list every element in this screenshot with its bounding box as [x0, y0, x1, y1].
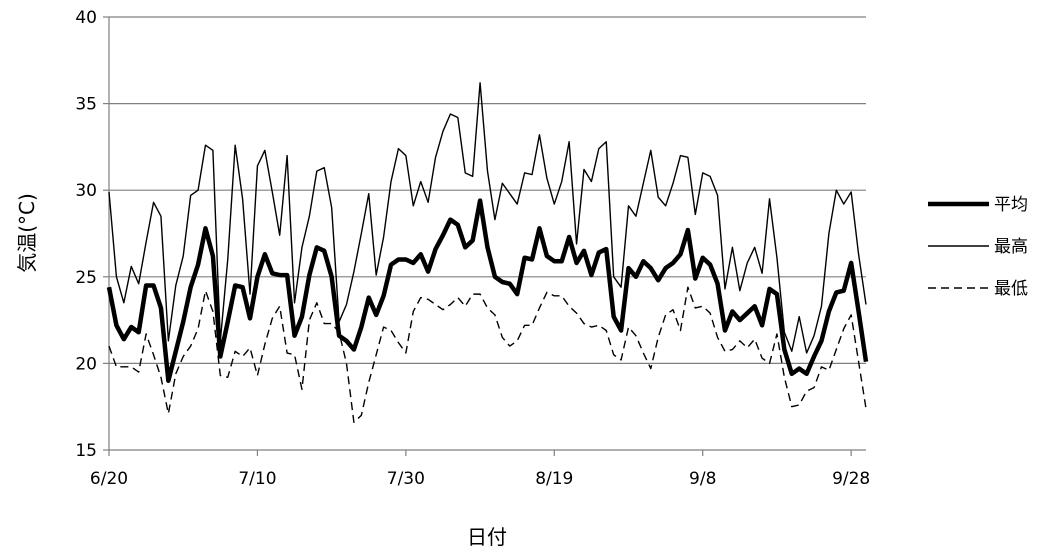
y-axis: 15 20 25 30 35 40: [75, 8, 110, 461]
legend-label-0: 平均: [994, 195, 1028, 215]
x-tick-label: 6/20: [90, 469, 128, 489]
y-tick-label: 25: [75, 268, 97, 288]
legend-label-2: 最低: [994, 279, 1028, 299]
x-tick-label: 7/10: [238, 469, 276, 489]
x-tick-label: 9/8: [689, 469, 716, 489]
y-tick-label: 20: [75, 354, 97, 374]
series-line-1: [108, 82, 867, 354]
x-tick-label: 9/28: [832, 469, 870, 489]
y-axis-title: 気温(°C): [15, 193, 39, 273]
x-tick-label: 7/30: [387, 469, 425, 489]
y-tick-label: 40: [75, 8, 97, 28]
x-axis: 6/20 7/10 7/30 8/19 9/8 9/28: [90, 449, 870, 489]
y-tick-label: 15: [75, 441, 97, 461]
legend-label-1: 最高: [994, 237, 1028, 257]
x-axis-title: 日付: [467, 525, 507, 549]
y-tick-label: 30: [75, 181, 97, 201]
plot-lines: [106, 82, 869, 423]
x-tick-label: 8/19: [535, 469, 573, 489]
gridlines: [109, 16, 866, 364]
series-line-2: [108, 286, 867, 423]
series-line-0: [106, 198, 869, 383]
y-tick-label: 35: [75, 95, 97, 115]
